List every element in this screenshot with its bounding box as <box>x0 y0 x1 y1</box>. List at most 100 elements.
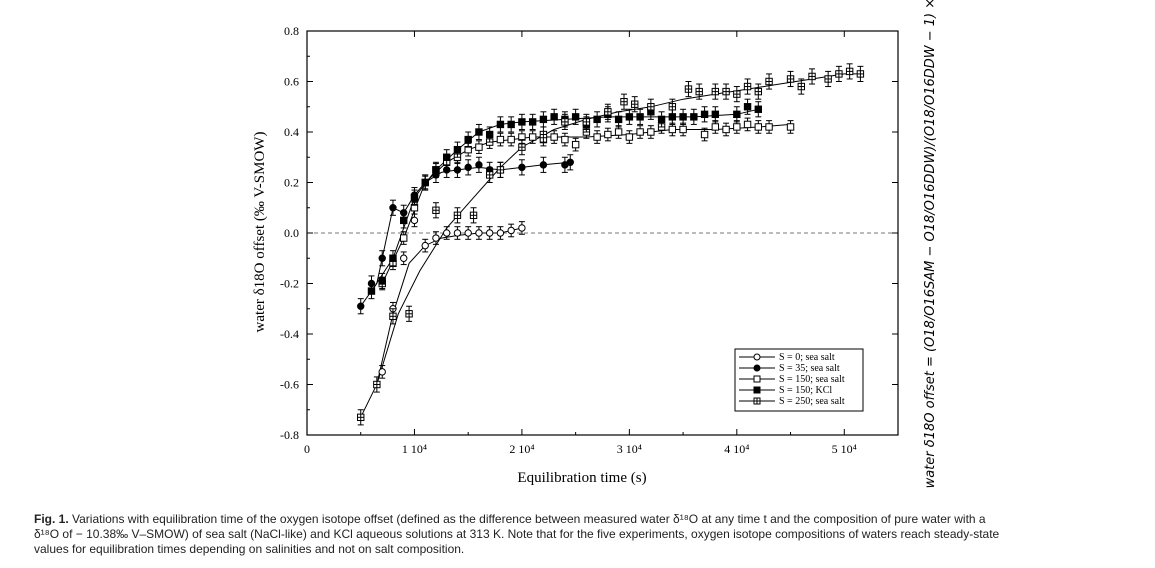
series-2-point <box>464 159 472 176</box>
caption-line-3: values for equilibration times depending… <box>34 542 465 556</box>
legend-label: S = 35; sea salt <box>779 363 840 374</box>
y-tick-label: 0.0 <box>284 226 299 240</box>
series-4-point <box>389 250 397 267</box>
figure-caption: Fig. 1. Variations with equilibration ti… <box>34 512 1134 557</box>
series-4-point <box>690 108 698 125</box>
series-3-point <box>400 231 408 245</box>
series-4-point <box>539 111 548 128</box>
series-5-point <box>786 70 795 88</box>
series-3-point <box>711 120 720 134</box>
y-tick-label: 0.6 <box>284 75 299 89</box>
series-4-point <box>496 116 505 133</box>
series-5-point <box>561 113 569 130</box>
y-tick-label: 0.4 <box>284 125 299 139</box>
caption-label: Fig. 1. <box>34 512 69 526</box>
series-5-point <box>808 68 816 85</box>
series-3-point <box>571 137 580 152</box>
series-5-point <box>496 161 505 178</box>
series-4-point <box>711 106 720 123</box>
legend-item-5: S = 250; sea salt <box>739 396 845 407</box>
series-1-point <box>442 226 451 240</box>
caption-line-1: Variations with equilibration time of th… <box>68 512 986 526</box>
legend-item-1: S = 0; sea salt <box>739 352 835 363</box>
series-5-point <box>432 202 440 219</box>
series-5-point <box>722 83 730 100</box>
series-1-point <box>400 251 408 266</box>
series-5-point <box>684 81 693 98</box>
series-4-point <box>700 106 709 123</box>
y-axis-title: water δ18O offset (‰ V-SMOW) <box>252 132 268 333</box>
series-4-point <box>507 116 515 133</box>
series-3-point <box>733 120 741 134</box>
series-5-point <box>518 139 526 156</box>
series-4-point <box>421 174 429 191</box>
series-3-point <box>625 130 634 144</box>
series-4-point <box>400 212 408 229</box>
series-2-point <box>453 161 462 178</box>
x-tick-label: 1 10⁴ <box>402 442 427 456</box>
series-1-point <box>496 226 505 240</box>
series-3-point <box>743 117 752 132</box>
right-axis-formula: water δ18O offset = (O18/O16SAM − O18/O1… <box>923 0 938 488</box>
series-2-point <box>378 250 386 267</box>
series-3-point <box>722 122 730 137</box>
series-1-point <box>475 226 483 240</box>
series-3-point <box>561 132 569 147</box>
series-5-point <box>604 103 612 120</box>
series-5-point <box>582 113 591 130</box>
series-4-point <box>743 98 752 115</box>
series-5-point <box>453 207 462 224</box>
series-5-point <box>765 73 773 90</box>
series-4-point <box>453 141 462 158</box>
series-3-point <box>668 122 677 137</box>
series-2-point <box>561 156 569 173</box>
series-1-point <box>507 223 515 238</box>
series-5-point <box>711 83 720 100</box>
y-tick-label: -0.6 <box>280 378 299 392</box>
series-5-point <box>835 65 843 82</box>
series-5-point <box>631 96 639 113</box>
series-4-point <box>410 189 419 206</box>
series-3-point <box>496 132 505 147</box>
y-tick-label: 0.2 <box>284 176 299 190</box>
series-4-point <box>733 106 741 123</box>
series-3-point <box>528 130 537 144</box>
series-5-point <box>647 98 655 115</box>
series-1-point <box>410 213 419 228</box>
series-4-point <box>518 113 526 130</box>
series-1-point <box>485 226 494 240</box>
series-3-point <box>507 132 515 147</box>
series-3-point <box>754 120 763 134</box>
x-tick-label: 2 10⁴ <box>509 442 534 456</box>
series-4-point <box>367 283 376 300</box>
x-tick-label: 3 10⁴ <box>617 442 642 456</box>
series-2-point <box>475 156 483 173</box>
series-4-point <box>679 108 687 125</box>
legend-label: S = 0; sea salt <box>779 352 835 363</box>
series-4-point <box>754 101 763 118</box>
series-3-point <box>679 122 687 137</box>
legend-label: S = 150; KCl <box>779 385 832 396</box>
series-1-fit-line <box>376 227 523 385</box>
series-4-point <box>571 108 580 125</box>
series-5-point <box>405 305 413 322</box>
series-3-point <box>765 120 773 134</box>
series-4-point <box>528 113 537 130</box>
y-tick-label: 0.8 <box>284 24 299 38</box>
legend-label: S = 250; sea salt <box>779 396 845 407</box>
legend-label: S = 150; sea salt <box>779 374 845 385</box>
caption-line-2: δ¹⁸O of − 10.38‰ V–SMOW) of sea salt (Na… <box>34 527 1000 541</box>
series-5-point <box>845 63 854 80</box>
series-4-point <box>475 123 483 141</box>
series-4-point <box>625 108 634 125</box>
series-5-point <box>797 78 805 95</box>
legend-item-2: S = 35; sea salt <box>739 363 840 374</box>
series-3-point <box>614 125 623 139</box>
series-3-point <box>700 127 709 142</box>
legend-item-3: S = 150; sea salt <box>739 374 845 385</box>
series-5-point <box>824 70 832 88</box>
isotope-offset-chart: 0 1 10⁴ 2 10⁴ 3 10⁴ 4 10⁴ 5 10⁴ -0.8 -0.6 -0.4 -0… <box>252 0 938 488</box>
series-5-point <box>668 98 677 115</box>
x-tick-label: 0 <box>304 442 310 456</box>
series-5-point <box>695 83 703 100</box>
